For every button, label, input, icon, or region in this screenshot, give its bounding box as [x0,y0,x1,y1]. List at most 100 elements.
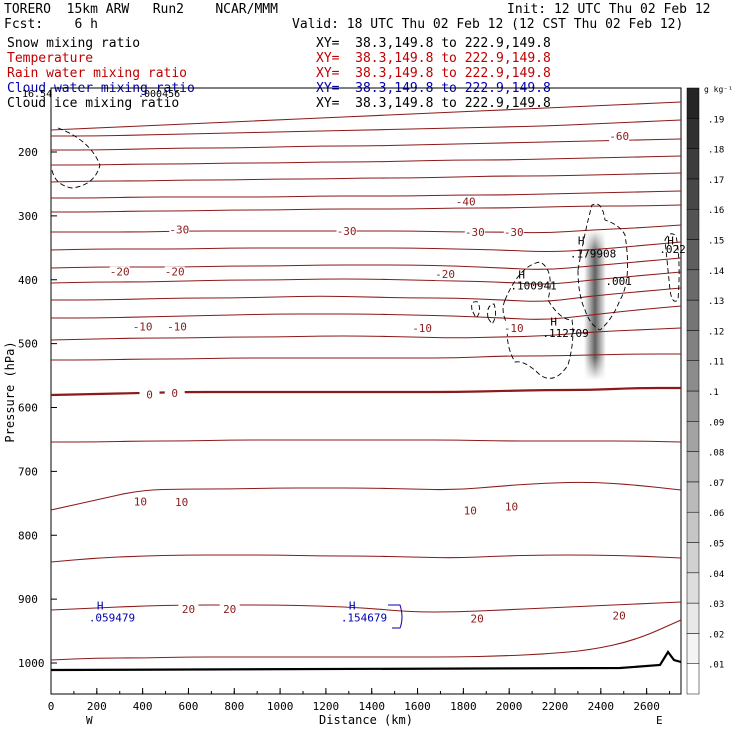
contour-value-label: .001 [605,275,632,288]
isotherm-label: 20 [613,609,626,622]
east-label: E [656,714,663,727]
colorbar-tick-label: .02 [708,630,724,640]
colorbar-segment [686,663,700,695]
isotherm-line [50,241,682,253]
valid-time: Valid: 18 UTC Thu 02 Feb 12 (12 CST Thu … [292,17,684,32]
colorbar-tick-label: .11 [708,358,724,368]
isotherm-label: -40 [456,195,476,208]
plot-frame [50,87,682,695]
y-tick-label: 600 [18,402,38,415]
isotherm-label: 20 [182,603,195,616]
maximum-value: .112709 [542,327,588,340]
y-tick-label: 300 [18,210,38,223]
maximum-marker: H [97,599,104,612]
isotherm-line [51,439,682,443]
colorbar-segment [686,148,700,180]
colorbar-tick-label: .18 [708,146,724,156]
maximum-marker: H [578,235,585,248]
colorbar-unit: g kg⁻¹ [704,85,733,94]
maximum-value: .100941 [510,279,556,292]
isotherm-label: -30 [169,223,189,236]
x-tick-label: 1400 [358,700,385,713]
colorbar-segment [686,451,700,483]
isotherm-label: 10 [175,496,188,509]
isotherm-label: -30 [504,226,524,239]
colorbar-tick-label: .03 [708,600,724,610]
y-tick-label: 900 [18,593,38,606]
x-tick-label: 200 [87,700,107,713]
isotherm-line [51,353,681,361]
y-tick-label: 200 [18,146,38,159]
colorbar-segment [686,602,700,634]
colorbar-segment [686,299,700,331]
legend-label-rain: Rain water mixing ratio [7,66,188,81]
isotherm-label: 10 [464,505,477,518]
isotherm-label: -10 [504,322,524,335]
x-tick-label: 400 [133,700,153,713]
x-tick-label: 2400 [588,700,615,713]
colorbar-tick-label: .09 [708,418,724,428]
colorbar-tick-label: .19 [708,115,724,125]
terrain-line [50,650,682,672]
y-tick-label: 1000 [18,657,45,670]
x-tick-label: 1800 [450,700,477,713]
legend-xy-cloud-ice: XY= 38.3,149.8 to 222.9,149.8 [316,96,551,111]
maximum-marker: H [550,316,557,329]
x-tick-label: 600 [179,700,199,713]
maximum-marker: H [667,235,674,248]
colorbar-tick-label: .07 [708,479,724,489]
isotherm-group [50,101,682,661]
legend-label-cloud-ice: Cloud ice mixing ratio [7,96,180,111]
colorbar-tick-label: .04 [708,570,724,580]
isotherm-line [50,101,682,131]
maximum-value: .022 [659,243,686,256]
colorbar-segment [686,330,700,361]
isotherm-label: -30 [465,226,485,239]
colorbar-segment [686,481,700,513]
isotherm-line [50,172,682,183]
cloud-ice-contour [51,127,101,189]
west-label: W [86,714,93,727]
isotherm-label: -10 [133,321,153,334]
colorbar-segment [686,360,700,392]
colorbar-segment [686,239,700,271]
maximum-value: .059479 [89,611,135,624]
overlap-value-a: 16.54 [22,89,53,100]
isotherm-label: 20 [470,612,483,625]
isotherm-label: -20 [435,268,455,281]
colorbar-segment [686,572,700,604]
colorbar-segment [686,178,700,210]
colorbar-tick-label: .01 [708,661,724,671]
isotherm-label: -20 [165,266,185,279]
x-axis-label: Distance (km) [319,713,413,727]
colorbar-segment [686,511,700,543]
colorbar-tick-label: .16 [708,206,724,216]
y-axis-label: Pressure (hPa) [3,341,17,442]
cloud-contour-small [487,303,497,325]
maximum-marker: H [518,268,525,281]
colorbar-segment [686,421,700,452]
x-tick-label: 2200 [542,700,569,713]
isotherm-label: 20 [223,603,236,616]
x-tick-label: 2600 [633,700,660,713]
colorbar-tick-label: .08 [708,449,724,459]
legend-label-snow: Snow mixing ratio [7,36,141,51]
isotherm-line [50,287,682,302]
colorbar-tick-label: .14 [708,267,724,277]
colorbar-segment [686,269,700,301]
isotherm-label: -60 [609,130,629,143]
isotherm-label: 10 [134,496,147,509]
isotherm-line [50,224,682,234]
cloud-water-bracket [388,604,403,629]
isotherm-label: 0 [171,387,178,400]
isotherm-line [50,257,682,270]
model-title: TORERO 15km ARW Run2 NCAR/MMM [4,2,278,17]
snow-contour [577,203,629,331]
isotherm-line [50,271,682,285]
x-tick-label: 0 [48,700,55,713]
isotherm-line [50,138,682,151]
maximum-value: .179908 [570,247,616,260]
colorbar-tick-label: .12 [708,327,724,337]
isotherm-label: 10 [505,501,518,514]
snow-contour-east [664,233,680,302]
